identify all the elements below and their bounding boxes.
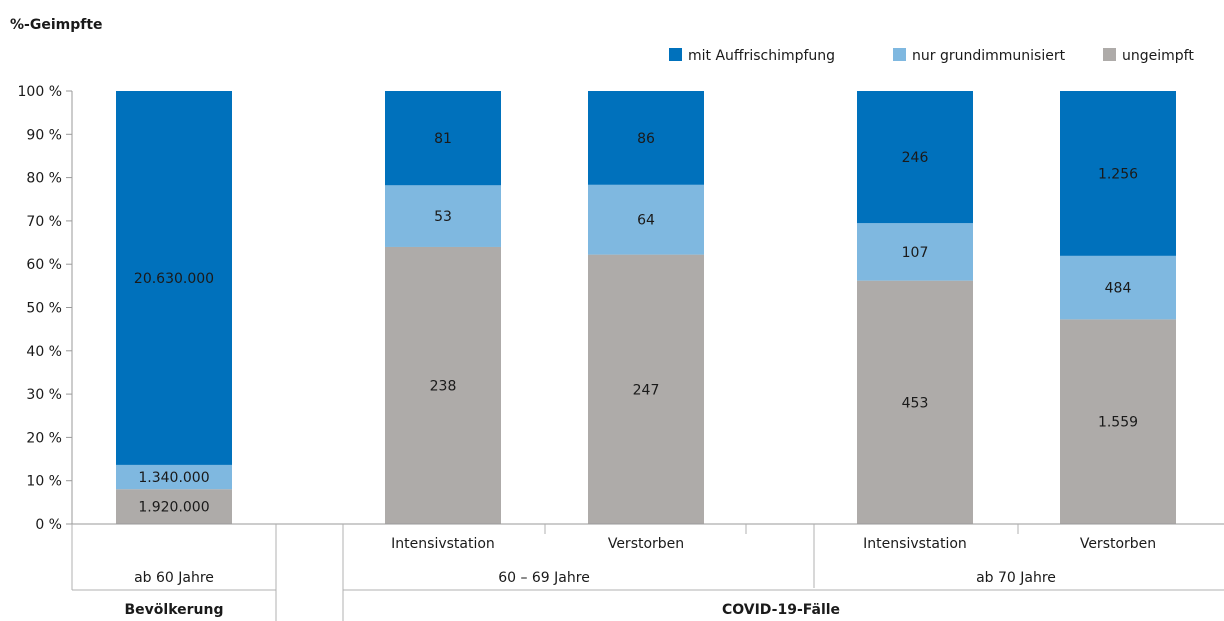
y-tick-label: 20 % (26, 430, 62, 446)
age-group-label-60-69: 60 – 69 Jahre (498, 570, 590, 586)
y-tick-label: 100 % (18, 84, 62, 100)
bar-segment-auffrisch (1060, 91, 1176, 256)
category-label-verstorben-70: Verstorben (1080, 536, 1156, 552)
bar-segment-auffrisch (857, 91, 973, 224)
bar-segment-ungeimpft (116, 489, 232, 524)
data-label-auffrisch: 1.256 (1098, 166, 1138, 182)
age-group-label-60plus: ab 60 Jahre (134, 570, 214, 586)
age-group-label-70plus: ab 70 Jahre (976, 570, 1056, 586)
y-tick-label: 40 % (26, 344, 62, 360)
legend: mit Auffrischimpfung nur grundimmunisier… (669, 48, 1194, 64)
y-tick-label: 0 % (35, 517, 62, 533)
y-tick-label: 80 % (26, 171, 62, 187)
legend-item-auffrisch: mit Auffrischimpfung (669, 48, 835, 64)
bar-segment-ungeimpft (385, 246, 501, 524)
data-label-ungeimpft: 1.920.000 (138, 500, 209, 516)
y-tick-label: 50 % (26, 301, 62, 317)
category-label-verstorben-60: Verstorben (608, 536, 684, 552)
bar-segment-grundimmunisiert (1060, 255, 1176, 320)
bar-segment-auffrisch (588, 91, 704, 185)
data-label-ungeimpft: 1.559 (1098, 415, 1138, 431)
bar-segment-grundimmunisiert (116, 464, 232, 490)
data-label-grundimmunisiert: 64 (637, 213, 655, 229)
bar-segment-grundimmunisiert (857, 223, 973, 281)
data-label-ungeimpft: 453 (902, 395, 929, 411)
y-tick-label: 60 % (26, 257, 62, 273)
legend-swatch-ungeimpft (1103, 48, 1116, 61)
data-label-ungeimpft: 247 (633, 382, 660, 398)
y-axis: 0 % 10 % 20 % 30 % 40 % 50 % 60 % 70 % 80 % 90 % 1… (18, 84, 73, 533)
legend-item-ungeimpft: ungeimpft (1103, 48, 1194, 64)
y-tick-label: 10 % (26, 474, 62, 490)
legend-label-auffrisch: mit Auffrischimpfung (688, 48, 835, 64)
data-label-grundimmunisiert: 484 (1105, 281, 1132, 297)
bar-segment-auffrisch (385, 91, 501, 186)
data-label-grundimmunisiert: 107 (902, 245, 929, 261)
data-label-auffrisch: 246 (902, 150, 929, 166)
bar-segment-ungeimpft (857, 280, 973, 524)
y-tick-label: 90 % (26, 127, 62, 143)
x-axis (71, 523, 1224, 621)
bar-segment-ungeimpft (588, 254, 704, 524)
data-label-auffrisch: 86 (637, 131, 655, 147)
legend-swatch-auffrisch (669, 48, 682, 61)
y-tick-label: 30 % (26, 387, 62, 403)
bar-segment-ungeimpft (1060, 319, 1176, 524)
bar-segment-grundimmunisiert (588, 184, 704, 255)
group-label-bevoelkerung: Bevölkerung (125, 602, 224, 618)
y-axis-title: %-Geimpfte (10, 17, 103, 33)
bars: 1.920.000 1.340.000 20.630.000 238 53 81 247 64… (116, 91, 1176, 524)
bar-segment-auffrisch (116, 91, 232, 465)
legend-label-grundimmunisiert: nur grundimmunisiert (912, 48, 1066, 64)
category-label-intensiv-70: Intensivstation (863, 536, 967, 552)
y-tick-label: 70 % (26, 214, 62, 230)
legend-swatch-grundimmunisiert (893, 48, 906, 61)
legend-item-grundimmunisiert: nur grundimmunisiert (893, 48, 1066, 64)
data-label-grundimmunisiert: 53 (434, 209, 452, 225)
category-label-intensiv-60: Intensivstation (391, 536, 495, 552)
data-label-ungeimpft: 238 (430, 378, 457, 394)
legend-label-ungeimpft: ungeimpft (1122, 48, 1194, 64)
data-label-auffrisch: 20.630.000 (134, 271, 214, 287)
data-label-auffrisch: 81 (434, 131, 452, 147)
group-label-covid: COVID-19-Fälle (722, 602, 840, 618)
data-label-grundimmunisiert: 1.340.000 (138, 470, 209, 486)
bar-segment-grundimmunisiert (385, 185, 501, 247)
